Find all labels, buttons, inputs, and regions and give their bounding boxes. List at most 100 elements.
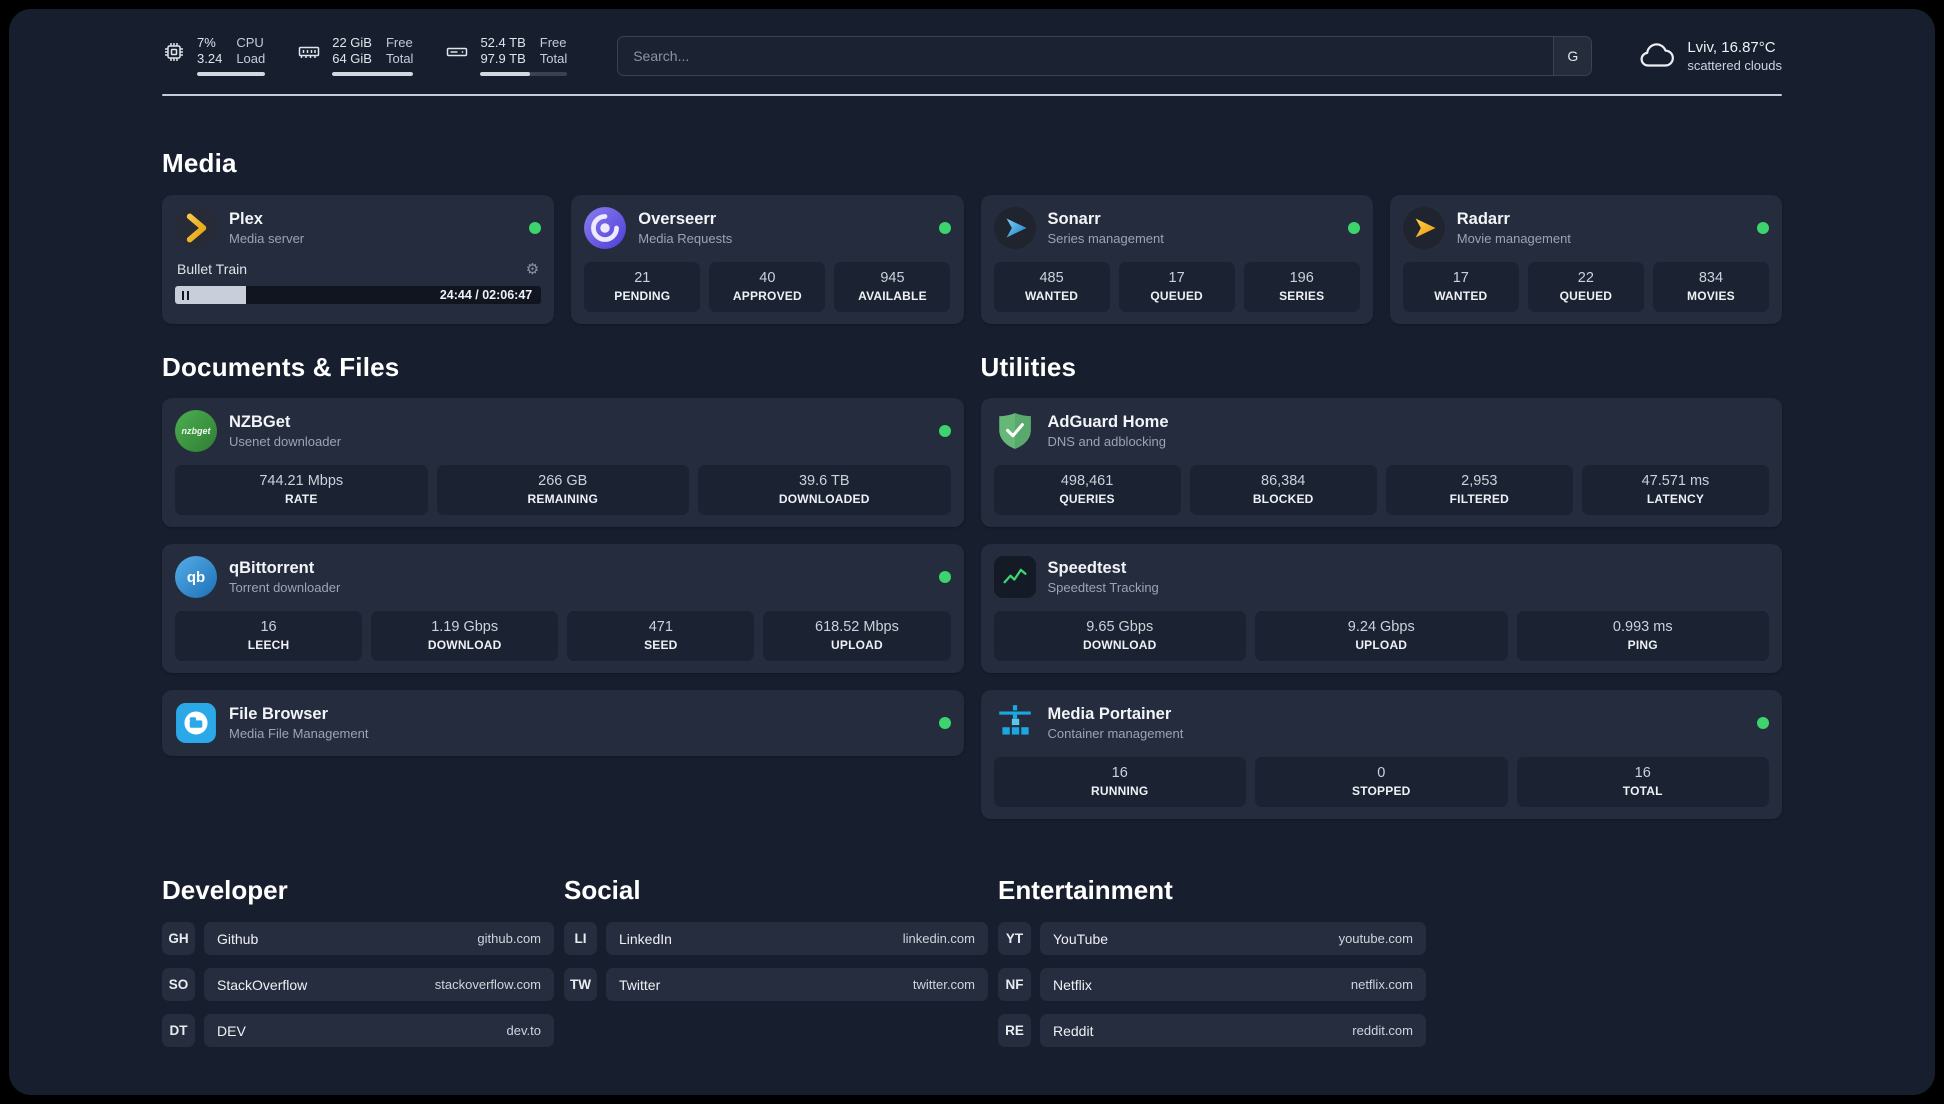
- link-row-dev: DT DEV dev.to: [162, 1014, 554, 1047]
- stat-upload: 9.24 Gbps UPLOAD: [1255, 611, 1508, 661]
- youtube-icon[interactable]: YT: [998, 922, 1031, 955]
- section-title-social: Social: [564, 875, 641, 905]
- plex-icon: [175, 207, 217, 249]
- twitter-icon[interactable]: TW: [564, 968, 597, 1001]
- app-subtitle: Speedtest Tracking: [1047, 580, 1159, 595]
- dev-icon[interactable]: DT: [162, 1014, 195, 1047]
- memory-bar: [332, 72, 414, 76]
- speedtest-card[interactable]: Speedtest Speedtest Tracking 9.65 Gbps D…: [980, 544, 1782, 673]
- weather-condition: scattered clouds: [1687, 57, 1782, 73]
- stat-ping: 0.993 ms PING: [1516, 611, 1769, 661]
- status-dot-online: [938, 425, 951, 437]
- stat-queued: 22 QUEUED: [1527, 262, 1644, 312]
- memory-widget: 22 GiB 64 GiB Free Total: [297, 35, 414, 76]
- stat-series: 196 SERIES: [1243, 262, 1360, 312]
- search-engine-button[interactable]: G: [1553, 36, 1592, 75]
- twitter-link[interactable]: Twitter twitter.com: [606, 968, 988, 1001]
- search-input[interactable]: [618, 36, 1554, 75]
- stat-available: 945 AVAILABLE: [834, 262, 951, 312]
- stat-wanted: 17 WANTED: [1402, 262, 1519, 312]
- app-subtitle: Media Requests: [638, 231, 733, 246]
- overseerr-icon: [584, 207, 627, 249]
- playback-progress-fill: [175, 286, 247, 304]
- memory-bar-fill: [332, 72, 414, 76]
- stat-total: 16 TOTAL: [1516, 757, 1769, 807]
- status-dot-online: [1757, 222, 1769, 234]
- netflix-link[interactable]: Netflix netflix.com: [1040, 968, 1426, 1001]
- overseerr-card[interactable]: Overseerr Media Requests 21 PENDING 40 A…: [571, 195, 964, 324]
- cpu-widget: 7% 3.24 CPU Load: [162, 35, 266, 76]
- now-playing-title: Bullet Train: [177, 261, 248, 277]
- filebrowser-card[interactable]: File Browser Media File Management: [162, 690, 964, 756]
- netflix-icon[interactable]: NF: [998, 968, 1031, 1001]
- stat-movies: 834 MOVIES: [1652, 262, 1769, 312]
- cloud-icon: [1640, 42, 1675, 67]
- stat-download: 9.65 Gbps DOWNLOAD: [993, 611, 1246, 661]
- status-dot-online: [1757, 717, 1769, 729]
- app-subtitle: Media File Management: [229, 726, 369, 741]
- github-link[interactable]: Github github.com: [204, 922, 554, 955]
- stackoverflow-icon[interactable]: SO: [162, 968, 195, 1001]
- reddit-link[interactable]: Reddit reddit.com: [1040, 1014, 1426, 1047]
- cpu-percent: 7%: [197, 35, 216, 50]
- pause-icon: [182, 290, 189, 300]
- social-column: Social LI LinkedIn linkedin.com TW Twitt…: [564, 875, 988, 1001]
- link-row-twitter: TW Twitter twitter.com: [564, 968, 988, 1001]
- app-subtitle: Series management: [1047, 231, 1164, 246]
- disk-label-top: Free: [539, 35, 567, 50]
- app-name: NZBGet: [229, 413, 291, 431]
- gear-icon[interactable]: ⚙: [525, 261, 540, 278]
- section-title-utilities: Utilities: [980, 352, 1077, 382]
- reddit-icon[interactable]: RE: [998, 1014, 1031, 1047]
- app-name: Radarr: [1456, 210, 1510, 228]
- status-dot-online: [938, 571, 951, 583]
- app-name: Speedtest: [1047, 559, 1127, 577]
- app-subtitle: Media server: [229, 231, 305, 246]
- dashboard-screen: 7% 3.24 CPU Load: [9, 9, 1935, 1095]
- disk-bar-fill: [480, 72, 530, 76]
- cpu-label-top: CPU: [236, 35, 264, 50]
- search-bar[interactable]: G: [617, 35, 1593, 76]
- sonarr-icon: [993, 207, 1036, 249]
- qbittorrent-card[interactable]: qb qBittorrent Torrent downloader 16 LEE…: [162, 544, 964, 673]
- stackoverflow-link[interactable]: StackOverflow stackoverflow.com: [204, 968, 554, 1001]
- disk-total: 97.9 TB: [480, 51, 526, 66]
- adguard-card[interactable]: AdGuard Home DNS and adblocking 498,461 …: [980, 398, 1782, 527]
- entertainment-column: Entertainment YT YouTube youtube.com NF …: [998, 875, 1426, 1047]
- link-row-github: GH Github github.com: [162, 922, 554, 955]
- app-name: File Browser: [229, 705, 329, 723]
- section-title-documents: Documents & Files: [162, 352, 400, 382]
- cpu-bar: [197, 72, 266, 76]
- status-dot-online: [529, 222, 542, 234]
- stat-leech: 16 LEECH: [175, 611, 363, 661]
- app-name: qBittorrent: [229, 559, 315, 577]
- memory-label-bottom: Total: [385, 51, 414, 66]
- portainer-card[interactable]: Media Portainer Container management 16 …: [980, 690, 1782, 819]
- disk-bar: [480, 72, 568, 76]
- nzbget-card[interactable]: nzbget NZBGet Usenet downloader 744.21 M…: [162, 398, 964, 527]
- linkedin-icon[interactable]: LI: [564, 922, 597, 955]
- plex-card[interactable]: Plex Media server Bullet Train ⚙ 24:44 /…: [162, 195, 555, 324]
- links-section: Developer GH Github github.com SO StackO…: [162, 875, 1782, 1047]
- dev-link[interactable]: DEV dev.to: [204, 1014, 554, 1047]
- stat-seed: 471 SEED: [567, 611, 755, 661]
- stat-remaining: 266 GB REMAINING: [436, 465, 689, 515]
- status-dot-online: [938, 222, 951, 234]
- sonarr-card[interactable]: Sonarr Series management 485 WANTED 17 Q…: [980, 195, 1373, 324]
- adguard-icon: [994, 410, 1036, 452]
- github-icon[interactable]: GH: [162, 922, 195, 955]
- stat-queued: 17 QUEUED: [1118, 262, 1235, 312]
- stat-blocked: 86,384 BLOCKED: [1189, 465, 1377, 515]
- app-subtitle: Movie management: [1456, 231, 1571, 246]
- memory-free: 22 GiB: [332, 35, 372, 50]
- playback-progress-bar: 24:44 / 02:06:47: [175, 286, 542, 304]
- topbar-divider: [162, 94, 1782, 96]
- app-name: Plex: [229, 210, 263, 228]
- weather-location: Lviv, 16.87°C: [1687, 38, 1776, 56]
- linkedin-link[interactable]: LinkedIn linkedin.com: [606, 922, 988, 955]
- stat-running: 16 RUNNING: [993, 757, 1246, 807]
- ram-icon: [298, 46, 320, 58]
- radarr-card[interactable]: Radarr Movie management 17 WANTED 22 QUE…: [1389, 195, 1782, 324]
- youtube-link[interactable]: YouTube youtube.com: [1040, 922, 1426, 955]
- stat-filtered: 2,953 FILTERED: [1385, 465, 1573, 515]
